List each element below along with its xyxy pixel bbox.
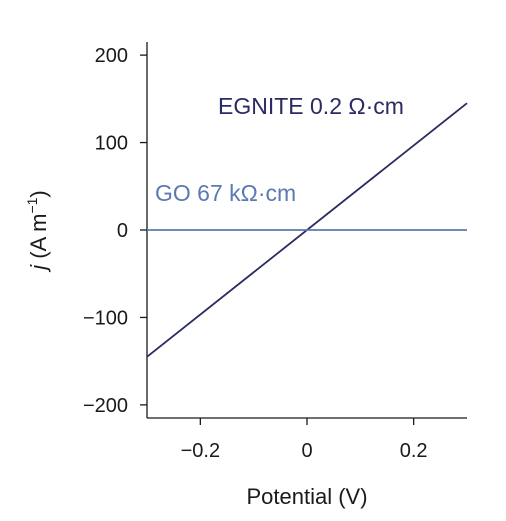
y-tick-label: 200 [95, 45, 128, 67]
y-tick-label: 0 [117, 220, 128, 242]
series-lines [146, 102, 468, 358]
y-tick-label: −200 [83, 395, 128, 417]
series-labels: EGNITE 0.2 Ω·cm GO 67 kΩ·cm [155, 93, 404, 206]
y-tick-label: −100 [83, 307, 128, 329]
y-axis-label: j (A m−1) [24, 190, 51, 273]
y-ticks: −200 −100 0 100 200 [83, 45, 147, 417]
y-axis-label-unit: (A m [26, 214, 51, 265]
y-axis-label-symbol: j [26, 264, 51, 273]
y-tick-label: 100 [95, 133, 128, 155]
series-label: GO 67 kΩ·cm [155, 180, 296, 206]
x-tick-label: 0.2 [400, 440, 428, 462]
x-tick-label: 0 [301, 440, 312, 462]
y-axis-label-close: ) [26, 190, 51, 197]
x-axis-label: Potential (V) [246, 484, 367, 509]
series-label: EGNITE 0.2 Ω·cm [218, 93, 404, 119]
y-axis-label-exponent: −1 [24, 197, 40, 213]
x-tick-label: −0.2 [181, 440, 220, 462]
x-ticks: −0.2 0 0.2 [181, 418, 428, 462]
